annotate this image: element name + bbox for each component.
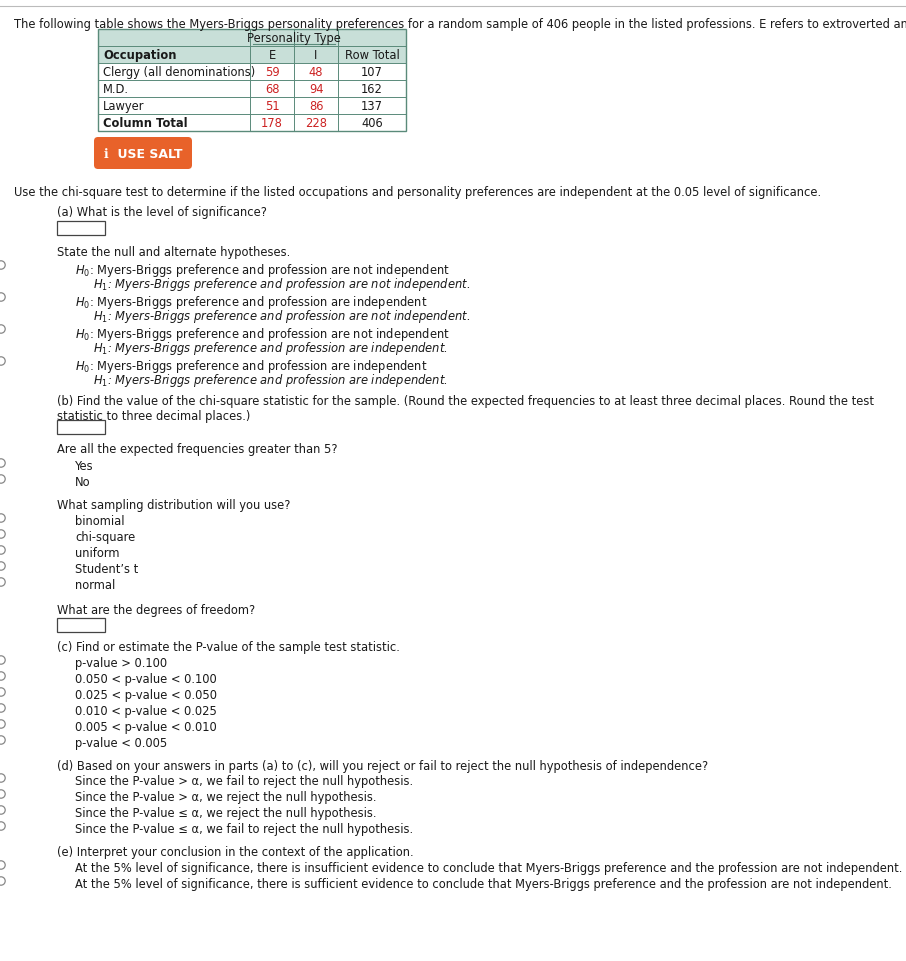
- Text: 0.050 < p-value < 0.100: 0.050 < p-value < 0.100: [75, 673, 217, 685]
- Text: 68: 68: [265, 83, 279, 96]
- Text: $H_0$: Myers-Briggs preference and profession are independent: $H_0$: Myers-Briggs preference and profe…: [75, 294, 428, 310]
- Text: Lawyer: Lawyer: [103, 100, 144, 112]
- Text: I: I: [314, 49, 318, 62]
- Text: At the 5% level of significance, there is insufficient evidence to conclude that: At the 5% level of significance, there i…: [75, 861, 902, 875]
- Text: uniform: uniform: [75, 547, 120, 559]
- Text: Personality Type: Personality Type: [247, 32, 341, 45]
- Text: 86: 86: [309, 100, 323, 112]
- Text: $H_1$: Myers-Briggs preference and profession are not independent.: $H_1$: Myers-Briggs preference and profe…: [93, 276, 470, 293]
- Text: $H_0$: Myers-Briggs preference and profession are not independent: $H_0$: Myers-Briggs preference and profe…: [75, 326, 450, 343]
- FancyBboxPatch shape: [94, 137, 192, 170]
- Text: $H_1$: Myers-Briggs preference and profession are independent.: $H_1$: Myers-Briggs preference and profe…: [93, 372, 448, 388]
- Text: (c) Find or estimate the P-value of the sample test statistic.: (c) Find or estimate the P-value of the …: [57, 640, 400, 653]
- FancyBboxPatch shape: [57, 222, 105, 235]
- Text: Column Total: Column Total: [103, 117, 188, 130]
- Text: p-value > 0.100: p-value > 0.100: [75, 656, 167, 669]
- FancyBboxPatch shape: [98, 81, 406, 98]
- Text: Since the P-value ≤ α, we reject the null hypothesis.: Since the P-value ≤ α, we reject the nul…: [75, 806, 377, 819]
- Text: The following table shows the Myers-Briggs personality preferences for a random : The following table shows the Myers-Brig…: [14, 18, 906, 31]
- FancyBboxPatch shape: [98, 64, 406, 81]
- Text: 406: 406: [361, 117, 383, 130]
- Text: $H_0$: Myers-Briggs preference and profession are not independent: $H_0$: Myers-Briggs preference and profe…: [75, 261, 450, 279]
- Text: (a) What is the level of significance?: (a) What is the level of significance?: [57, 206, 267, 219]
- Text: What sampling distribution will you use?: What sampling distribution will you use?: [57, 499, 291, 511]
- FancyBboxPatch shape: [98, 47, 406, 64]
- Text: normal: normal: [75, 579, 115, 591]
- FancyBboxPatch shape: [57, 421, 105, 434]
- Text: 137: 137: [361, 100, 383, 112]
- Text: 107: 107: [361, 66, 383, 79]
- Text: $H_1$: Myers-Briggs preference and profession are independent.: $H_1$: Myers-Briggs preference and profe…: [93, 339, 448, 357]
- Text: 0.010 < p-value < 0.025: 0.010 < p-value < 0.025: [75, 704, 217, 717]
- Text: (d) Based on your answers in parts (a) to (c), will you reject or fail to reject: (d) Based on your answers in parts (a) t…: [57, 759, 708, 773]
- Text: Clergy (all denominations): Clergy (all denominations): [103, 66, 255, 79]
- Text: Yes: Yes: [75, 459, 93, 473]
- FancyBboxPatch shape: [98, 115, 406, 132]
- Text: (b) Find the value of the chi-square statistic for the sample. (Round the expect: (b) Find the value of the chi-square sta…: [57, 395, 874, 423]
- Text: No: No: [75, 476, 91, 488]
- Text: 162: 162: [361, 83, 383, 96]
- Text: At the 5% level of significance, there is sufficient evidence to conclude that M: At the 5% level of significance, there i…: [75, 877, 892, 890]
- Text: 178: 178: [261, 117, 283, 130]
- Text: p-value < 0.005: p-value < 0.005: [75, 736, 168, 750]
- FancyBboxPatch shape: [57, 618, 105, 632]
- Text: binomial: binomial: [75, 514, 124, 528]
- Text: M.D.: M.D.: [103, 83, 129, 96]
- Text: (e) Interpret your conclusion in the context of the application.: (e) Interpret your conclusion in the con…: [57, 845, 414, 858]
- FancyBboxPatch shape: [98, 30, 406, 47]
- Text: Use the chi-square test to determine if the listed occupations and personality p: Use the chi-square test to determine if …: [14, 185, 821, 199]
- Text: 94: 94: [309, 83, 323, 96]
- Text: What are the degrees of freedom?: What are the degrees of freedom?: [57, 604, 255, 616]
- FancyBboxPatch shape: [98, 98, 406, 115]
- Text: 59: 59: [265, 66, 279, 79]
- Text: $H_1$: Myers-Briggs preference and profession are not independent.: $H_1$: Myers-Briggs preference and profe…: [93, 308, 470, 325]
- Text: 0.005 < p-value < 0.010: 0.005 < p-value < 0.010: [75, 720, 217, 733]
- Text: E: E: [268, 49, 275, 62]
- Text: Occupation: Occupation: [103, 49, 177, 62]
- Text: chi-square: chi-square: [75, 530, 135, 543]
- Text: Since the P-value ≤ α, we fail to reject the null hypothesis.: Since the P-value ≤ α, we fail to reject…: [75, 823, 413, 835]
- Text: Student’s t: Student’s t: [75, 562, 139, 576]
- Text: Row Total: Row Total: [344, 49, 400, 62]
- Text: Since the P-value > α, we fail to reject the null hypothesis.: Since the P-value > α, we fail to reject…: [75, 775, 413, 787]
- Text: ℹ  USE SALT: ℹ USE SALT: [104, 147, 182, 160]
- Text: 48: 48: [309, 66, 323, 79]
- Text: 51: 51: [265, 100, 279, 112]
- Text: $H_0$: Myers-Briggs preference and profession are independent: $H_0$: Myers-Briggs preference and profe…: [75, 357, 428, 375]
- Text: 228: 228: [305, 117, 327, 130]
- Text: Since the P-value > α, we reject the null hypothesis.: Since the P-value > α, we reject the nul…: [75, 790, 377, 803]
- Text: Are all the expected frequencies greater than 5?: Are all the expected frequencies greater…: [57, 442, 338, 456]
- Text: State the null and alternate hypotheses.: State the null and alternate hypotheses.: [57, 246, 290, 259]
- Text: 0.025 < p-value < 0.050: 0.025 < p-value < 0.050: [75, 688, 217, 702]
